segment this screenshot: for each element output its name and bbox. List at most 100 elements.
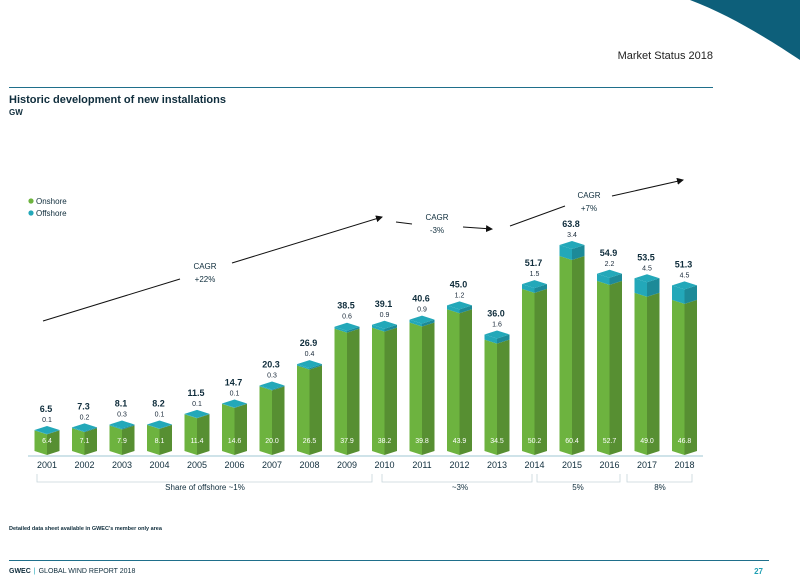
bar-top — [297, 360, 322, 369]
offshore-bar-side — [272, 385, 285, 391]
onshore-bar — [259, 386, 272, 455]
offshore-value-label: 1.5 — [530, 271, 540, 278]
share-bracket — [36, 474, 373, 483]
onshore-value-label: 6.4 — [42, 438, 52, 445]
footer-report: GLOBAL WIND REPORT 2018 — [38, 568, 136, 575]
onshore-value-label: 49.0 — [640, 438, 654, 445]
offshore-value-label: 0.3 — [117, 412, 127, 419]
x-tick-label: 2007 — [262, 460, 282, 470]
offshore-share-label: Share of offshore ~1% — [165, 483, 245, 492]
total-value-label: 39.1 — [375, 299, 393, 309]
onshore-value-label: 39.8 — [415, 438, 429, 445]
total-value-label: 40.6 — [412, 294, 430, 304]
offshore-bar — [672, 285, 685, 304]
onshore-value-label: 14.6 — [228, 438, 242, 445]
onshore-bar-side — [422, 322, 435, 455]
onshore-value-label: 7.1 — [80, 438, 90, 445]
cagr-arrow-line — [462, 225, 493, 233]
cagr-label: CAGR — [193, 262, 216, 271]
offshore-share-label: 8% — [654, 483, 666, 492]
total-value-label: 51.7 — [525, 258, 543, 268]
cagr-value: -3% — [430, 226, 444, 235]
bar-chart: Onshore Offshore 6.4 0.1 6.5 2001 7.1 0.2 7.3 200… — [28, 177, 703, 492]
bar-top — [72, 423, 97, 432]
offshore-bar-side — [422, 319, 435, 327]
x-tick-label: 2014 — [524, 460, 544, 470]
offshore-value-label: 0.6 — [342, 314, 352, 321]
bar-top — [147, 420, 172, 429]
offshore-bar — [522, 284, 535, 293]
offshore-bar-side — [47, 430, 60, 435]
onshore-bar — [147, 424, 160, 455]
legend-swatch-onshore — [28, 198, 34, 204]
onshore-bar-side — [122, 425, 135, 455]
onshore-bar — [597, 280, 610, 455]
total-value-label: 20.3 — [262, 359, 280, 369]
offshore-value-label: 0.9 — [417, 307, 427, 314]
onshore-bar-side — [384, 327, 397, 455]
onshore-bar-side — [47, 430, 60, 455]
chart-title: Historic development of new installation… — [9, 94, 226, 106]
onshore-value-label: 11.4 — [190, 438, 203, 445]
onshore-bar-side — [159, 424, 172, 455]
onshore-bar-side — [572, 256, 585, 455]
total-value-label: 14.7 — [225, 378, 243, 388]
total-value-label: 8.2 — [152, 399, 165, 409]
offshore-bar-side — [347, 326, 360, 333]
share-bracket — [626, 474, 693, 483]
x-tick-label: 2012 — [449, 460, 469, 470]
onshore-value-label: 20.0 — [265, 438, 279, 445]
x-tick-label: 2018 — [674, 460, 694, 470]
onshore-value-label: 43.9 — [453, 438, 467, 445]
cagr-label: CAGR — [577, 191, 600, 200]
cagr-arrow-line — [42, 278, 181, 322]
offshore-bar-side — [497, 334, 510, 344]
offshore-bar — [184, 413, 197, 419]
onshore-bar-side — [497, 339, 510, 455]
x-tick-label: 2005 — [187, 460, 207, 470]
onshore-value-label: 8.1 — [155, 438, 165, 445]
offshore-bar — [34, 430, 47, 435]
bar-top — [34, 426, 60, 435]
cagr-value: +22% — [195, 275, 216, 284]
x-tick-label: 2001 — [37, 460, 57, 470]
offshore-bar — [372, 324, 385, 332]
cagr-arrow-line — [611, 177, 684, 197]
x-tick-label: 2016 — [599, 460, 619, 470]
share-bracket — [381, 474, 533, 483]
x-tick-label: 2015 — [562, 460, 582, 470]
footer-divider — [9, 560, 769, 561]
offshore-bar — [109, 424, 122, 430]
bar-top — [184, 409, 210, 418]
corner-decoration — [690, 0, 800, 60]
total-value-label: 53.5 — [637, 252, 655, 262]
offshore-bar-side — [234, 403, 247, 408]
bar-top — [259, 381, 285, 390]
offshore-bar-side — [647, 278, 660, 297]
legend-label-offshore: Offshore — [36, 209, 67, 218]
bar-top — [522, 280, 547, 289]
offshore-value-label: 4.5 — [680, 272, 690, 279]
legend-swatch-offshore — [28, 210, 34, 216]
offshore-bar — [634, 278, 647, 297]
x-tick-label: 2004 — [149, 460, 169, 470]
page-number: 27 — [754, 567, 763, 576]
onshore-bar — [559, 256, 572, 455]
cagr-arrow-line — [395, 221, 413, 225]
x-tick-label: 2006 — [224, 460, 244, 470]
onshore-bar — [409, 322, 422, 455]
bar-top — [109, 420, 135, 429]
bar-top — [559, 241, 585, 250]
section-title: Market Status 2018 — [617, 50, 713, 62]
onshore-value-label: 52.7 — [603, 438, 617, 445]
footer-org: GWEC — [9, 568, 31, 575]
x-tick-label: 2017 — [637, 460, 657, 470]
onshore-bar-side — [684, 299, 697, 455]
offshore-share-label: ~3% — [452, 483, 468, 492]
offshore-value-label: 0.3 — [267, 372, 277, 379]
bar-top — [334, 322, 360, 331]
x-tick-label: 2013 — [487, 460, 507, 470]
onshore-value-label: 37.9 — [340, 438, 354, 445]
onshore-bar — [372, 327, 385, 455]
x-tick-label: 2009 — [337, 460, 357, 470]
